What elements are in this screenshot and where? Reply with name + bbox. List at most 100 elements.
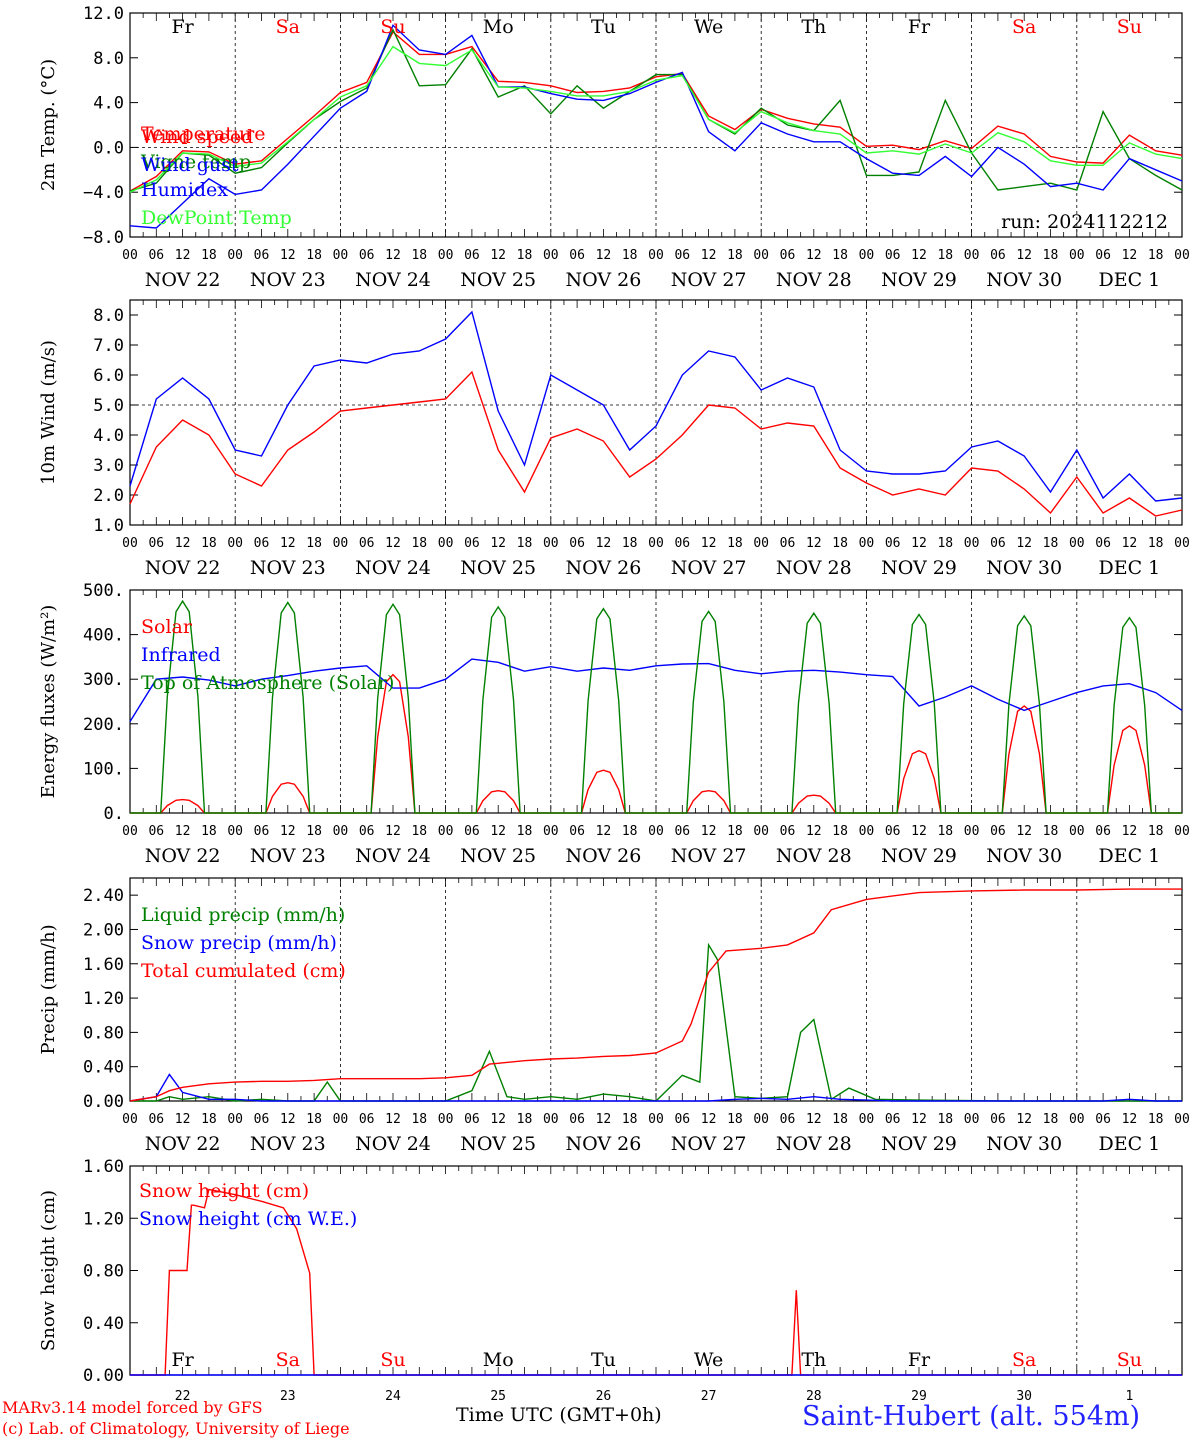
hour-tick-label: 18 (306, 536, 322, 551)
date-label: NOV 30 (986, 269, 1062, 291)
day-number-label: 29 (911, 1389, 927, 1404)
hour-tick-label: 12 (280, 536, 296, 551)
date-label: NOV 25 (460, 845, 536, 867)
weekday-label: Sa (276, 16, 300, 38)
hour-tick-label: 00 (438, 536, 454, 551)
legend-entry: Wind gust (141, 154, 239, 176)
legend-entry: Vigne temp (140, 151, 251, 173)
y-tick-label: 0.00 (83, 1366, 124, 1386)
hour-tick-label: 00 (648, 248, 664, 263)
hour-tick-label: 00 (1069, 1112, 1085, 1127)
day-number-label: 23 (280, 1389, 296, 1404)
hour-tick-label: 00 (859, 248, 875, 263)
hour-tick-label: 18 (1043, 1112, 1059, 1127)
hour-tick-label: 18 (832, 824, 848, 839)
hour-tick-label: 12 (1016, 1112, 1032, 1127)
hour-tick-label: 00 (964, 248, 980, 263)
day-number-label: 27 (701, 1389, 717, 1404)
weekday-label: Tu (591, 16, 616, 38)
hour-tick-label: 18 (937, 824, 953, 839)
hour-tick-label: 06 (674, 824, 690, 839)
hour-tick-label: 18 (517, 536, 533, 551)
date-label: NOV 22 (145, 557, 221, 579)
hour-tick-label: 18 (937, 248, 953, 263)
legend-entry: Solar (141, 616, 193, 638)
hour-tick-label: 06 (990, 536, 1006, 551)
hour-tick-label: 06 (990, 1112, 1006, 1127)
y-tick-label: 100. (83, 759, 124, 779)
date-label: NOV 30 (986, 1133, 1062, 1155)
hour-tick-label: 12 (1016, 248, 1032, 263)
weekday-label: We (694, 16, 723, 38)
hour-tick-label: 18 (1148, 824, 1164, 839)
hour-tick-label: 18 (517, 824, 533, 839)
hour-tick-label: 18 (937, 536, 953, 551)
y-tick-label: 200. (83, 715, 124, 735)
hour-tick-label: 00 (859, 824, 875, 839)
y-axis-label: Precip (mm/h) (38, 924, 59, 1054)
y-tick-label: 12.0 (83, 4, 124, 24)
date-label: NOV 28 (776, 845, 852, 867)
hour-tick-label: 00 (1174, 536, 1190, 551)
hour-tick-label: 06 (674, 1112, 690, 1127)
date-label: NOV 23 (250, 557, 326, 579)
hour-tick-label: 12 (596, 1112, 612, 1127)
hour-tick-label: 00 (859, 1112, 875, 1127)
hour-tick-label: 12 (701, 824, 717, 839)
y-tick-label: 1.60 (83, 1157, 124, 1177)
hour-tick-label: 00 (438, 1112, 454, 1127)
hour-tick-label: 18 (832, 536, 848, 551)
date-label: NOV 27 (671, 1133, 747, 1155)
hour-tick-label: 18 (1043, 824, 1059, 839)
hour-tick-label: 00 (1174, 248, 1190, 263)
hour-tick-label: 12 (806, 248, 822, 263)
hour-tick-label: 18 (411, 1112, 427, 1127)
date-label: NOV 30 (986, 557, 1062, 579)
y-tick-label: 0.00 (83, 1092, 124, 1112)
y-axis-label: 2m Temp. (°C) (38, 59, 59, 191)
date-label: NOV 28 (776, 269, 852, 291)
panel-frame (129, 299, 1183, 526)
hour-tick-label: 18 (517, 248, 533, 263)
hour-tick-label: 00 (227, 824, 243, 839)
weekday-label: Th (801, 16, 826, 38)
weekday-label: Su (380, 16, 405, 38)
date-label: NOV 24 (355, 557, 431, 579)
date-label: NOV 22 (145, 845, 221, 867)
series-line-wind-speed (129, 370, 1183, 517)
hour-tick-label: 12 (701, 536, 717, 551)
hour-tick-label: 12 (596, 536, 612, 551)
hour-tick-label: 06 (674, 536, 690, 551)
weekday-label: Fr (908, 1349, 931, 1371)
hour-tick-label: 06 (885, 536, 901, 551)
hour-tick-label: 18 (201, 248, 217, 263)
hour-tick-label: 00 (648, 1112, 664, 1127)
hour-tick-label: 00 (753, 824, 769, 839)
legend-entry: Snow height (cm W.E.) (139, 1208, 357, 1230)
hour-tick-label: 00 (333, 824, 349, 839)
y-tick-label: 3.0 (93, 456, 124, 476)
weekday-label: Su (380, 1349, 405, 1371)
hour-tick-label: 00 (543, 824, 559, 839)
day-number-label: 22 (175, 1389, 191, 1404)
hour-tick-label: 06 (148, 248, 164, 263)
legend-entry: Total cumulated (cm) (141, 960, 346, 982)
hour-tick-label: 18 (622, 536, 638, 551)
hour-tick-label: 00 (543, 248, 559, 263)
date-label: DEC 1 (1099, 845, 1161, 867)
series-line-wind-gust (129, 310, 1183, 502)
hour-tick-label: 00 (1174, 1112, 1190, 1127)
hour-tick-label: 00 (964, 1112, 980, 1127)
series-line-liquid-precip-mm-h- (130, 942, 1182, 1102)
day-number-label: 26 (596, 1389, 612, 1404)
day-number-label: 28 (806, 1389, 822, 1404)
date-label: NOV 29 (881, 1133, 957, 1155)
hour-tick-label: 18 (411, 248, 427, 263)
panel-frame (129, 12, 1183, 238)
series-line-humidex (129, 24, 1183, 229)
legend-entry: Infrared (141, 644, 221, 666)
hour-tick-label: 06 (780, 536, 796, 551)
date-label: DEC 1 (1099, 557, 1161, 579)
date-label: DEC 1 (1099, 269, 1161, 291)
hour-tick-label: 12 (1122, 248, 1138, 263)
